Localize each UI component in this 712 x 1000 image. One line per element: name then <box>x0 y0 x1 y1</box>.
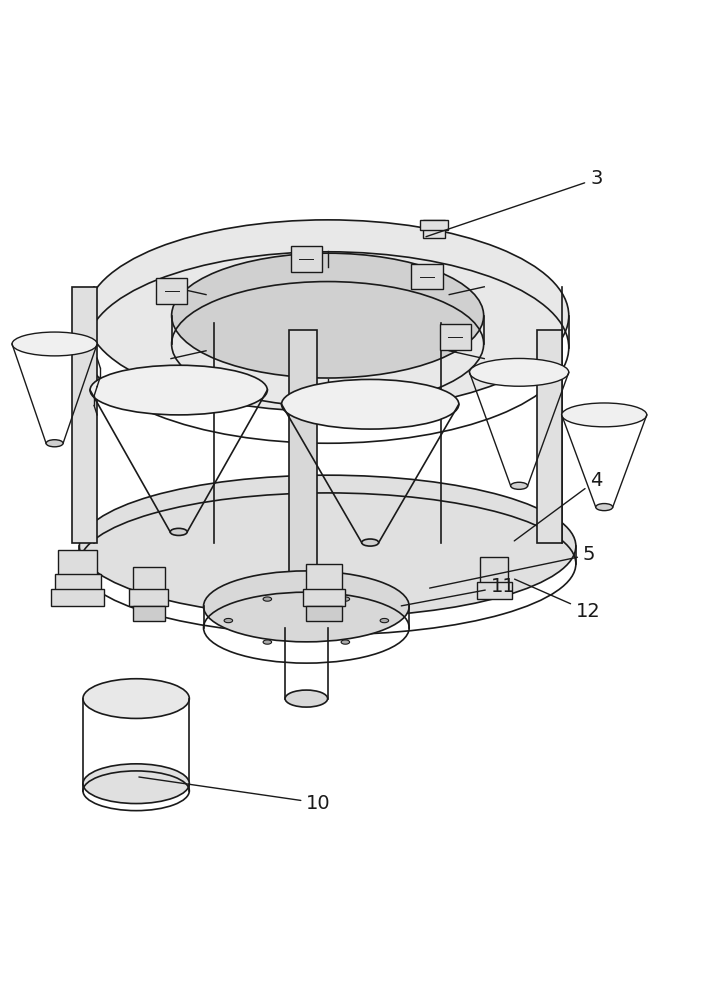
Text: 12: 12 <box>515 579 601 621</box>
Ellipse shape <box>12 332 97 356</box>
Ellipse shape <box>341 597 350 601</box>
Bar <box>288 330 317 599</box>
Ellipse shape <box>281 379 459 429</box>
Bar <box>132 606 164 621</box>
Ellipse shape <box>380 618 389 623</box>
Ellipse shape <box>362 539 379 546</box>
Bar <box>480 557 508 585</box>
Ellipse shape <box>469 358 569 386</box>
Ellipse shape <box>170 528 187 535</box>
Ellipse shape <box>86 220 569 411</box>
Bar <box>424 220 445 238</box>
Bar <box>58 550 97 578</box>
Text: 10: 10 <box>139 777 331 813</box>
Ellipse shape <box>83 679 189 718</box>
Bar <box>412 264 443 289</box>
Ellipse shape <box>562 403 646 427</box>
Bar <box>440 324 471 350</box>
Bar <box>306 606 342 621</box>
Bar <box>132 567 164 592</box>
Text: 3: 3 <box>426 169 602 237</box>
Text: 4: 4 <box>514 471 602 541</box>
Ellipse shape <box>285 690 328 707</box>
Ellipse shape <box>263 597 271 601</box>
Bar <box>303 589 345 606</box>
Bar <box>129 589 168 606</box>
Ellipse shape <box>341 640 350 644</box>
Ellipse shape <box>204 571 409 642</box>
Ellipse shape <box>596 504 613 511</box>
Ellipse shape <box>90 365 267 415</box>
Bar <box>290 246 322 272</box>
Ellipse shape <box>511 482 528 489</box>
Bar <box>476 582 512 599</box>
Ellipse shape <box>263 640 271 644</box>
Text: 11: 11 <box>402 577 515 606</box>
Ellipse shape <box>83 764 189 804</box>
Bar <box>55 574 100 592</box>
Ellipse shape <box>172 253 483 378</box>
Bar <box>51 589 104 606</box>
Ellipse shape <box>224 618 233 623</box>
Bar <box>420 220 448 230</box>
Bar <box>537 330 562 543</box>
Bar <box>156 278 187 304</box>
Ellipse shape <box>80 475 576 617</box>
Ellipse shape <box>46 440 63 447</box>
Bar <box>306 564 342 592</box>
Bar <box>73 287 97 543</box>
Text: 5: 5 <box>429 545 595 588</box>
